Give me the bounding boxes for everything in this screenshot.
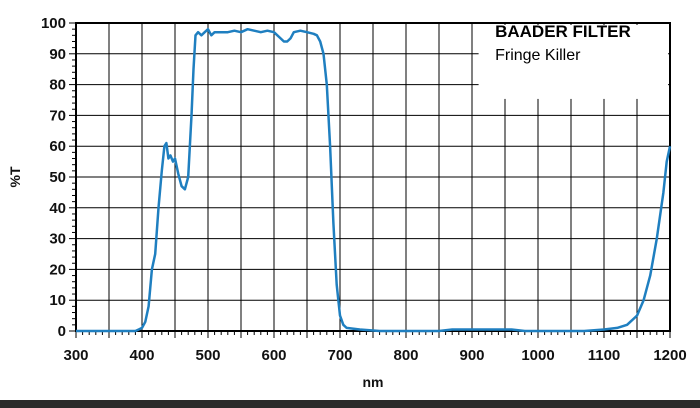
y-tick-label: 40	[49, 200, 66, 217]
y-tick-label: 10	[49, 292, 66, 309]
x-tick-label: 1000	[521, 347, 554, 364]
y-tick-label: 30	[49, 231, 66, 248]
transmission-curve	[76, 27, 672, 333]
x-tick-label: 1100	[588, 347, 621, 364]
x-tick-label: 500	[195, 347, 220, 364]
grid-lines	[76, 23, 670, 331]
x-axis-label: nm	[363, 374, 384, 390]
bottom-border	[0, 400, 700, 408]
legend-box	[478, 25, 668, 99]
y-tick-label: 60	[49, 138, 66, 155]
x-tick-label: 900	[459, 347, 484, 364]
chart-title: BAADER FILTER	[495, 22, 631, 41]
y-tick-labels: 0 10 20 30 40 50 60 70 80 90 100	[41, 15, 66, 340]
y-tick-label: 90	[49, 46, 66, 63]
chart-subtitle: Fringe Killer	[495, 47, 581, 64]
y-tick-label: 20	[49, 261, 66, 278]
x-tick-label: 400	[129, 347, 154, 364]
y-tick-label: 100	[41, 15, 66, 32]
x-tick-label: 300	[63, 347, 88, 364]
y-tick-label: 50	[49, 169, 66, 186]
y-axis-label: %T	[7, 166, 23, 187]
x-tick-labels: 300 400 500 600 700 800 900 1000 1100 1200	[63, 347, 686, 364]
y-tick-label: 70	[49, 107, 66, 124]
y-tick-label: 80	[49, 77, 66, 94]
x-tick-label: 600	[261, 347, 286, 364]
y-tick-label: 0	[58, 323, 66, 340]
x-tick-label: 800	[393, 347, 418, 364]
x-tick-label: 1200	[653, 347, 686, 364]
x-tick-label: 700	[327, 347, 352, 364]
